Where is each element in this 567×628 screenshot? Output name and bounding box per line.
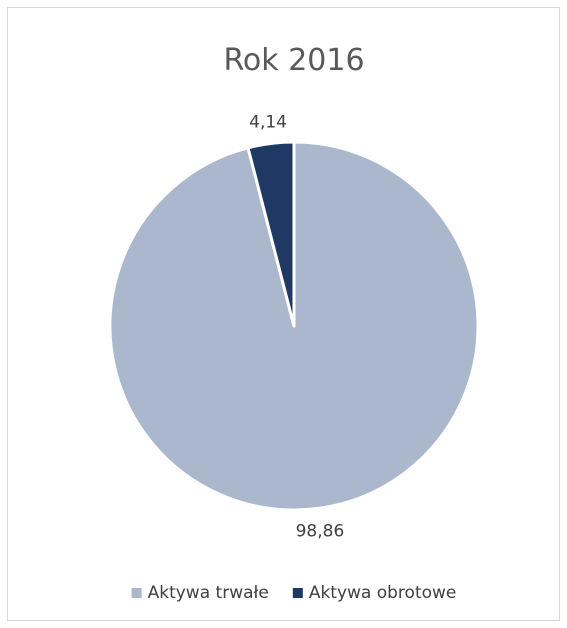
chart-title: Rok 2016 [223,43,364,78]
pie-data-labels: 98,86 4,14 [249,113,344,542]
legend-label: Aktywa obrotowe [309,583,457,603]
data-label-aktywa-obrotowe: 4,14 [249,113,287,133]
chart-legend: Aktywa trwałe Aktywa obrotowe [131,583,457,603]
pie-slices [108,140,480,512]
legend-item-aktywa-obrotowe: Aktywa obrotowe [292,583,457,603]
legend-swatch [131,588,142,598]
legend-label: Aktywa trwałe [148,583,269,603]
legend-swatch [292,588,303,598]
data-label-aktywa-trwale: 98,86 [296,521,345,541]
legend-item-aktywa-trwale: Aktywa trwałe [131,583,269,603]
pie-slice-aktywa-obrotowe [246,140,296,328]
